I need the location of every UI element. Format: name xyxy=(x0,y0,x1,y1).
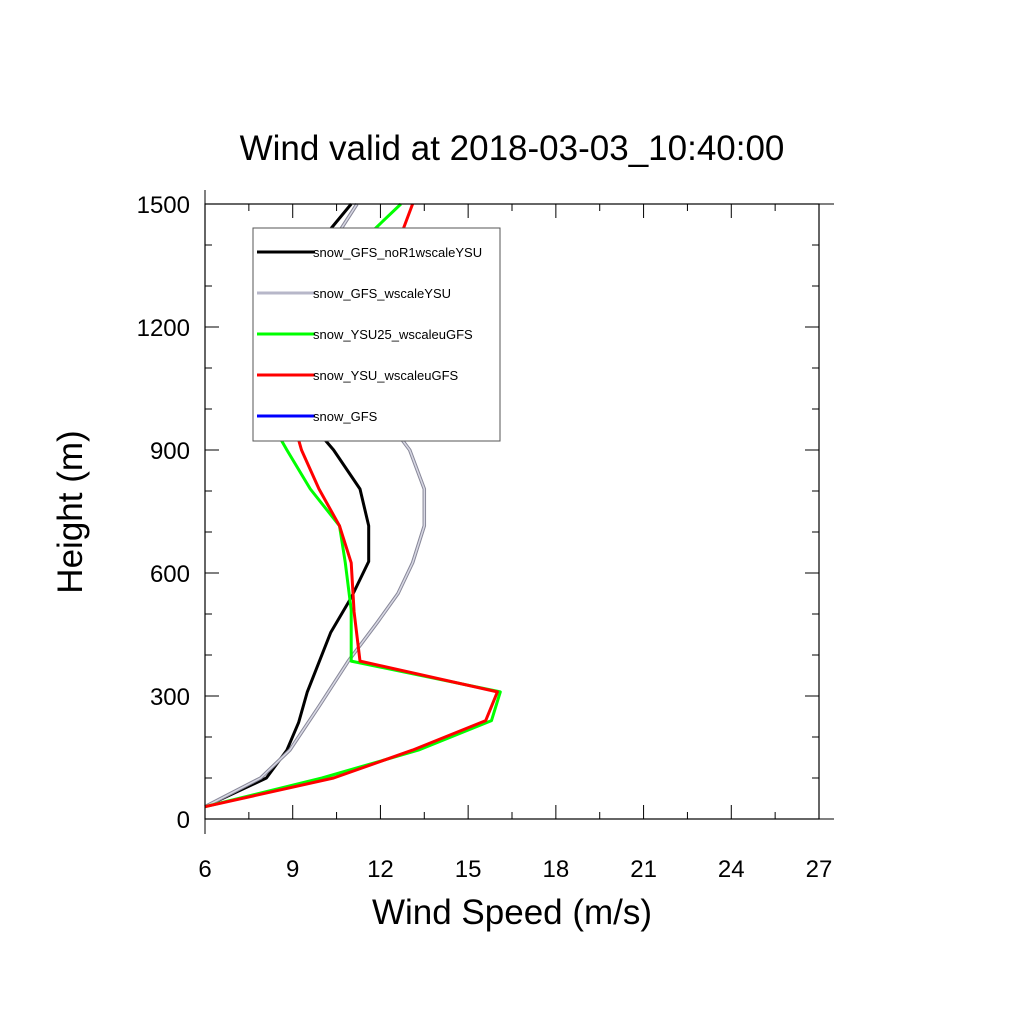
legend-label: snow_YSU_wscaleuGFS xyxy=(313,368,459,383)
plot-frame xyxy=(204,203,820,820)
y-axis-label: Height (m) xyxy=(51,430,90,593)
x-tick-label: 9 xyxy=(286,856,299,883)
legend-label: snow_GFS_noR1wscaleYSU xyxy=(313,245,482,260)
y-tick-label: 900 xyxy=(150,438,190,465)
y-tick-label: 0 xyxy=(177,807,190,834)
axis-ticks: 6 9 12 15 18 21 24 27 0 300 600 900 1200 1500 xyxy=(137,190,834,883)
legend-label: snow_GFS_wscaleYSU xyxy=(313,286,451,301)
x-axis-label: Wind Speed (m/s) xyxy=(372,893,652,932)
legend: snow_GFS_noR1wscaleYSU snow_GFS_wscaleYSU… xyxy=(252,227,501,442)
legend-label: snow_GFS xyxy=(313,409,378,424)
y-tick-label: 1200 xyxy=(137,315,190,342)
y-tick-label: 1500 xyxy=(137,192,190,219)
x-tick-label: 21 xyxy=(630,856,657,883)
x-tick-label: 15 xyxy=(455,856,482,883)
x-tick-label: 27 xyxy=(806,856,833,883)
legend-label: snow_YSU25_wscaleuGFS xyxy=(313,327,473,342)
x-tick-label: 12 xyxy=(367,856,394,883)
x-tick-label: 6 xyxy=(198,856,211,883)
x-tick-label: 24 xyxy=(718,856,745,883)
y-tick-label: 600 xyxy=(150,561,190,588)
y-tick-label: 300 xyxy=(150,684,190,711)
x-tick-label: 18 xyxy=(543,856,570,883)
chart-title: Wind valid at 2018-03-03_10:40:00 xyxy=(240,129,785,168)
